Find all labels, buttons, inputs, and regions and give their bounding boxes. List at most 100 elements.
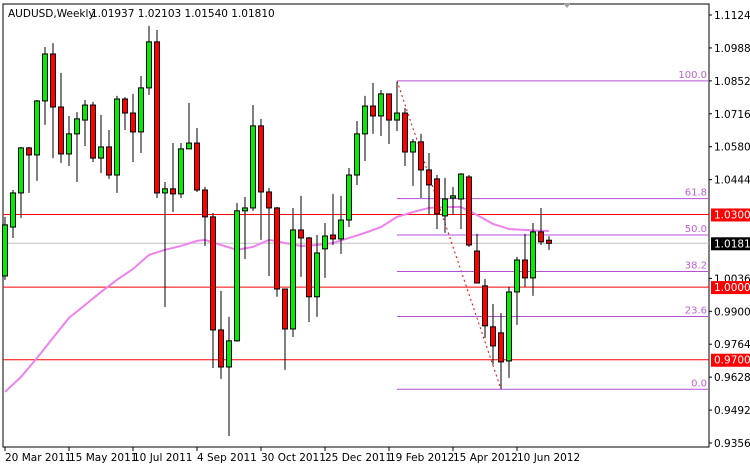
bullish-candle <box>162 188 168 194</box>
bullish-candle <box>530 231 536 279</box>
bearish-candle <box>426 169 432 186</box>
bearish-candle <box>434 178 440 215</box>
bullish-candle <box>42 53 48 102</box>
bearish-candle <box>386 93 392 121</box>
bearish-candle <box>50 53 56 108</box>
bearish-candle <box>298 229 304 239</box>
price-label-badge <box>711 281 750 295</box>
bearish-candle <box>194 142 200 191</box>
price-label-text: 0.97000 <box>714 355 750 367</box>
x-tick-label: 30 Oct 2011 <box>261 452 326 464</box>
bullish-candle <box>66 133 72 155</box>
bearish-candle <box>466 176 472 246</box>
y-tick-label: 0.93560 <box>714 438 750 450</box>
bullish-candle <box>442 198 448 217</box>
x-tick-label: 4 Sep 2011 <box>197 452 257 464</box>
x-tick-label: 15 Apr 2012 <box>453 452 518 464</box>
bullish-candle <box>506 291 512 362</box>
bullish-candle <box>346 174 352 221</box>
bearish-candle <box>210 216 216 331</box>
bullish-candle <box>178 148 184 195</box>
price-label-badge <box>711 353 750 367</box>
bearish-candle <box>266 191 272 209</box>
price-label-text: 1.03000 <box>714 209 750 221</box>
bearish-candle <box>306 237 312 298</box>
fib-level-label: 61.8 <box>685 188 707 199</box>
bullish-candle <box>82 104 88 121</box>
bullish-candle <box>338 219 344 240</box>
x-tick-label: 19 Feb 2012 <box>389 452 454 464</box>
bearish-candle <box>498 332 504 363</box>
x-tick-label: 15 May 2011 <box>69 452 137 464</box>
bearish-candle <box>490 326 496 347</box>
bullish-candle <box>226 340 232 368</box>
bearish-candle <box>58 106 64 155</box>
bearish-candle <box>402 112 408 153</box>
bearish-candle <box>154 41 160 194</box>
x-tick-label: 10 Jul 2011 <box>133 452 192 464</box>
bullish-candle <box>242 207 248 212</box>
bearish-candle <box>26 147 32 156</box>
price-label-text: 1.01810 <box>714 238 750 250</box>
bullish-candle <box>114 98 120 176</box>
bullish-candle <box>394 112 400 121</box>
bullish-candle <box>234 210 240 342</box>
chart-shift-marker-icon[interactable] <box>563 3 571 8</box>
price-label-badge <box>711 208 750 222</box>
bearish-candle <box>106 146 112 176</box>
fib-level-label: 100.0 <box>678 70 707 81</box>
bearish-candle <box>274 207 280 290</box>
bullish-candle <box>514 259 520 293</box>
bearish-candle <box>258 125 264 193</box>
bullish-candle <box>322 235 328 250</box>
y-tick-label: 1.04440 <box>714 175 750 187</box>
bullish-candle <box>458 173 464 200</box>
bullish-candle <box>34 100 40 156</box>
bullish-candle <box>362 105 368 135</box>
bearish-candle <box>90 104 96 159</box>
bearish-candle <box>330 234 336 240</box>
bullish-candle <box>146 41 152 89</box>
bullish-candle <box>354 133 360 176</box>
y-tick-label: 1.08520 <box>714 76 750 88</box>
chart-symbol-timeframe: AUDUSD,Weekly <box>8 8 95 20</box>
price-label-badge <box>711 237 750 251</box>
bullish-candle <box>250 125 256 209</box>
bearish-candle <box>170 188 176 195</box>
y-tick-label: 1.09880 <box>714 43 750 55</box>
y-tick-label: 1.07160 <box>714 109 750 121</box>
bearish-candle <box>474 250 480 284</box>
bearish-candle <box>282 288 288 330</box>
bullish-candle <box>10 192 16 228</box>
fib-level-label: 23.6 <box>685 305 707 316</box>
x-tick-label: 10 Jun 2012 <box>517 452 580 464</box>
bullish-candle <box>98 146 104 159</box>
bearish-candle <box>218 329 224 368</box>
bullish-candle <box>18 147 24 194</box>
chart-ohlc-readout: 1.01937 1.02103 1.01540 1.01810 <box>91 8 275 20</box>
x-tick-label: 25 Dec 2011 <box>325 452 392 464</box>
bullish-candle <box>138 87 144 133</box>
bearish-candle <box>522 259 528 279</box>
bullish-candle <box>74 118 80 135</box>
bearish-candle <box>370 105 376 117</box>
bearish-candle <box>546 239 552 244</box>
bullish-candle <box>290 229 296 330</box>
x-tick-label: 20 Mar 2011 <box>5 452 72 464</box>
fib-level-label: 50.0 <box>685 224 707 235</box>
y-tick-label: 1.11240 <box>714 10 750 22</box>
bullish-candle <box>2 224 8 277</box>
bullish-candle <box>450 195 456 199</box>
bearish-candle <box>482 285 488 327</box>
fib-level-label: 38.2 <box>685 260 707 271</box>
bullish-candle <box>314 252 320 298</box>
bullish-candle <box>378 93 384 117</box>
fib-level-label: 0.0 <box>691 378 707 389</box>
